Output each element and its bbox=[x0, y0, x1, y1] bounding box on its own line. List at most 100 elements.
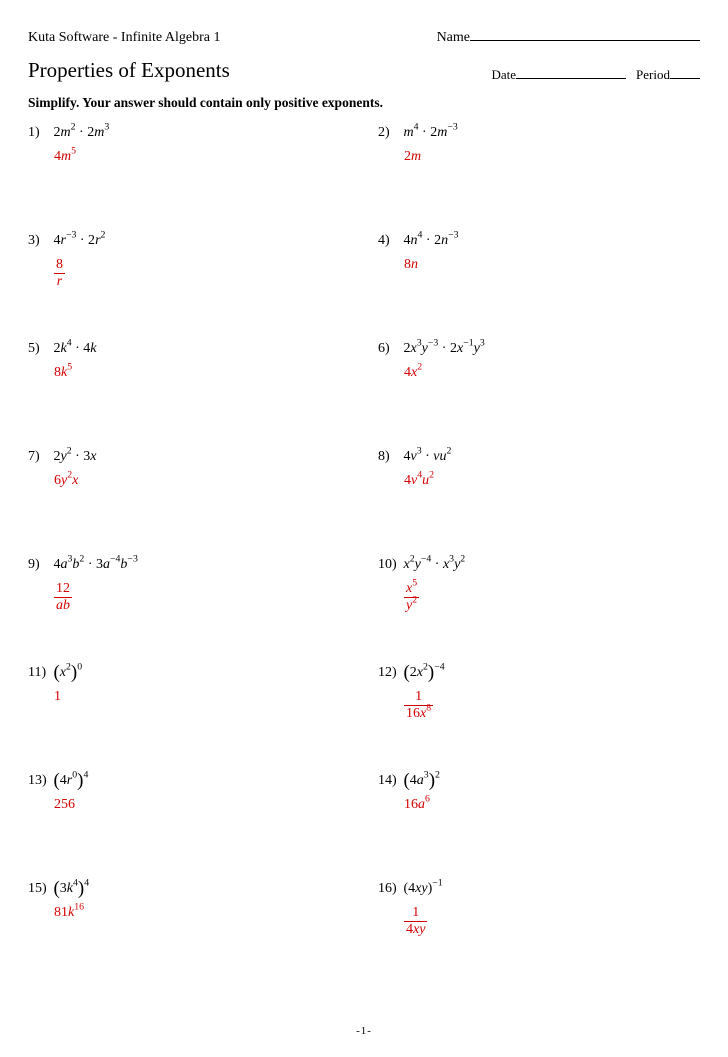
date-field: Date bbox=[492, 65, 627, 83]
problem-expression: 2x3y−3 · 2x−1y3 bbox=[404, 341, 485, 356]
problem: 14) (4a3)2 16a6 bbox=[378, 773, 700, 853]
problem-number: 15) bbox=[28, 881, 50, 897]
problem-answer-wrap: 4x2 bbox=[378, 365, 700, 381]
problem-answer-wrap: 116x8 bbox=[378, 689, 700, 722]
problem: 13) (4r0)4 256 bbox=[28, 773, 350, 853]
problem-expression: 4r−3 · 2r2 bbox=[54, 233, 106, 248]
date-blank[interactable] bbox=[516, 65, 626, 79]
page-footer: -1- bbox=[28, 1025, 700, 1037]
problem-question: 10) x2y−4 · x3y2 bbox=[378, 557, 700, 573]
problem: 1) 2m2 · 2m3 4m5 bbox=[28, 125, 350, 205]
problem-answer: 8k5 bbox=[54, 365, 72, 380]
problem-question: 5) 2k4 · 4k bbox=[28, 341, 350, 357]
problem-answer-wrap: 2m bbox=[378, 149, 700, 165]
problem-question: 2) m4 · 2m−3 bbox=[378, 125, 700, 141]
problem-number: 14) bbox=[378, 773, 400, 789]
problem-expression: 2y2 · 3x bbox=[54, 449, 97, 464]
problem: 6) 2x3y−3 · 2x−1y3 4x2 bbox=[378, 341, 700, 421]
problem-answer: 2m bbox=[404, 149, 421, 164]
problem-answer-wrap: 256 bbox=[28, 797, 350, 813]
problem-expression: 4a3b2 · 3a−4b−3 bbox=[54, 557, 138, 572]
problem: 15) (3k4)4 81k16 bbox=[28, 881, 350, 961]
problem-expression: x2y−4 · x3y2 bbox=[404, 557, 466, 572]
problem-expression: 4v3 · vu2 bbox=[404, 449, 452, 464]
problem-number: 5) bbox=[28, 341, 50, 357]
problem-number: 8) bbox=[378, 449, 400, 465]
problem: 11) (x2)0 1 bbox=[28, 665, 350, 745]
header-title-row: Properties of Exponents Date Period bbox=[28, 52, 700, 87]
problem-expression: 2k4 · 4k bbox=[54, 341, 97, 356]
problem-answer-wrap: 81k16 bbox=[28, 905, 350, 921]
problem-answer: 14xy bbox=[404, 914, 427, 929]
problem-answer-wrap: 14xy bbox=[378, 905, 700, 938]
problem: 5) 2k4 · 4k 8k5 bbox=[28, 341, 350, 421]
problems-grid: 1) 2m2 · 2m3 4m5 2) m4 · 2m−3 2m 3) 4r−3 · 2… bbox=[28, 125, 700, 989]
problem-number: 6) bbox=[378, 341, 400, 357]
problem-answer: 81k16 bbox=[54, 905, 84, 920]
problem-question: 1) 2m2 · 2m3 bbox=[28, 125, 350, 141]
problem-answer: 4m5 bbox=[54, 149, 76, 164]
worksheet-title: Properties of Exponents bbox=[28, 58, 230, 83]
problem-expression: (x2)0 bbox=[54, 665, 83, 680]
problem-number: 10) bbox=[378, 557, 400, 573]
period-blank[interactable] bbox=[670, 65, 700, 79]
problem-answer-wrap: 8r bbox=[28, 257, 350, 290]
problem-number: 7) bbox=[28, 449, 50, 465]
problem-question: 14) (4a3)2 bbox=[378, 773, 700, 789]
problem-expression: 4n4 · 2n−3 bbox=[404, 233, 459, 248]
problem-number: 1) bbox=[28, 125, 50, 141]
problem-number: 12) bbox=[378, 665, 400, 681]
problem-answer: 4v4u2 bbox=[404, 473, 434, 488]
problem-answer-wrap: 8n bbox=[378, 257, 700, 273]
problem-expression: m4 · 2m−3 bbox=[404, 125, 458, 140]
problem-question: 6) 2x3y−3 · 2x−1y3 bbox=[378, 341, 700, 357]
problem-number: 16) bbox=[378, 881, 400, 897]
problem: 7) 2y2 · 3x 6y2x bbox=[28, 449, 350, 529]
problem-number: 13) bbox=[28, 773, 50, 789]
problem-expression: 2m2 · 2m3 bbox=[54, 125, 110, 140]
problem-number: 3) bbox=[28, 233, 50, 249]
problem-number: 11) bbox=[28, 665, 50, 681]
period-field: Period bbox=[636, 65, 700, 83]
problem-expression: (4r0)4 bbox=[54, 773, 89, 788]
problem-answer: 12ab bbox=[54, 590, 72, 605]
software-label: Kuta Software - Infinite Algebra 1 bbox=[28, 30, 220, 46]
problem-question: 12) (2x2)−4 bbox=[378, 665, 700, 681]
problem-question: 15) (3k4)4 bbox=[28, 881, 350, 897]
problem-answer: 116x8 bbox=[404, 698, 433, 713]
problem-answer-wrap: 1 bbox=[28, 689, 350, 705]
problem-answer: 8n bbox=[404, 257, 418, 272]
problem: 12) (2x2)−4 116x8 bbox=[378, 665, 700, 745]
problem-answer-wrap: 12ab bbox=[28, 581, 350, 614]
name-field: Name bbox=[437, 26, 700, 46]
problem: 8) 4v3 · vu2 4v4u2 bbox=[378, 449, 700, 529]
problem-answer-wrap: 4m5 bbox=[28, 149, 350, 165]
problem-question: 7) 2y2 · 3x bbox=[28, 449, 350, 465]
problem: 4) 4n4 · 2n−3 8n bbox=[378, 233, 700, 313]
problem-answer: 4x2 bbox=[404, 365, 422, 380]
problem-answer: 16a6 bbox=[404, 797, 430, 812]
problem: 16) (4xy)−1 14xy bbox=[378, 881, 700, 961]
problem-question: 11) (x2)0 bbox=[28, 665, 350, 681]
instructions: Simplify. Your answer should contain onl… bbox=[28, 95, 700, 111]
problem: 9) 4a3b2 · 3a−4b−3 12ab bbox=[28, 557, 350, 637]
problem-answer: 1 bbox=[54, 689, 61, 704]
problem-question: 9) 4a3b2 · 3a−4b−3 bbox=[28, 557, 350, 573]
problem-answer-wrap: 4v4u2 bbox=[378, 473, 700, 489]
date-period-row: Date Period bbox=[492, 65, 701, 83]
problem-answer-wrap: 6y2x bbox=[28, 473, 350, 489]
name-blank[interactable] bbox=[470, 26, 700, 41]
problem-answer: 8r bbox=[54, 266, 65, 281]
problem-question: 16) (4xy)−1 bbox=[378, 881, 700, 897]
header-top-row: Kuta Software - Infinite Algebra 1 Name bbox=[28, 26, 700, 46]
problem-answer-wrap: x5y2 bbox=[378, 581, 700, 614]
problem-expression: (4a3)2 bbox=[404, 773, 440, 788]
problem: 3) 4r−3 · 2r2 8r bbox=[28, 233, 350, 313]
problem-answer: 6y2x bbox=[54, 473, 78, 488]
problem-question: 8) 4v3 · vu2 bbox=[378, 449, 700, 465]
problem-expression: (2x2)−4 bbox=[404, 665, 445, 680]
problem-number: 4) bbox=[378, 233, 400, 249]
problem-answer-wrap: 16a6 bbox=[378, 797, 700, 813]
problem-question: 13) (4r0)4 bbox=[28, 773, 350, 789]
problem-number: 9) bbox=[28, 557, 50, 573]
